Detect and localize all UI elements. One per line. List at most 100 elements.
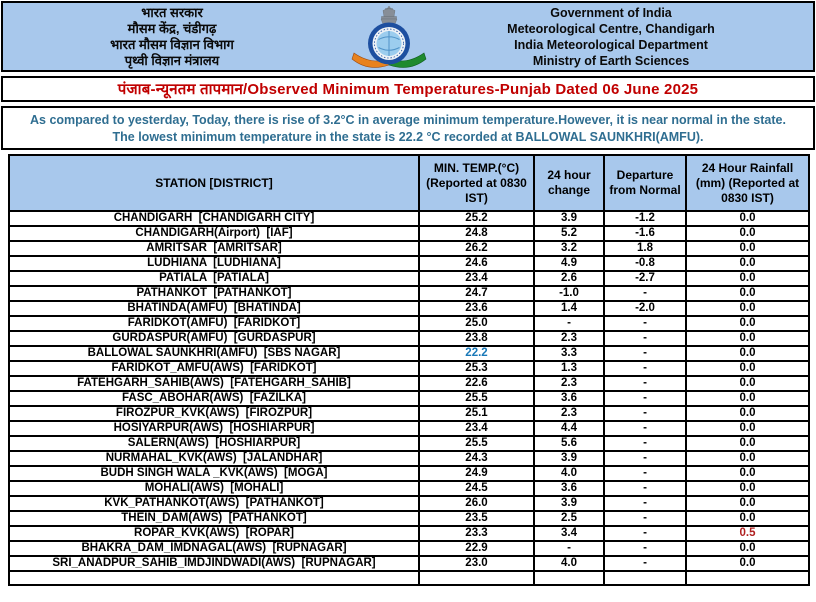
rainfall-cell: 0.0	[685, 435, 810, 452]
table-row: AMRITSAR [AMRITSAR] 26.2 3.2 1.8 0.0	[8, 240, 810, 257]
min-temp-cell: 23.4	[418, 270, 535, 287]
change-24h-cell: 2.3	[533, 375, 605, 392]
departure-cell: -	[603, 330, 687, 347]
departure-cell: -	[603, 555, 687, 572]
observations-table: STATION [DISTRICT] MIN. TEMP.(°C) (Repor…	[8, 154, 810, 586]
rainfall-cell: 0.0	[685, 300, 810, 317]
min-temp-cell: 26.0	[418, 495, 535, 512]
departure-cell: 1.8	[603, 240, 687, 257]
rainfall-cell: 0.5	[685, 525, 810, 542]
change-24h-cell: 2.6	[533, 270, 605, 287]
station-cell: SRI_ANADPUR_SAHIB_IMDJINDWADI(AWS) [RUPN…	[8, 555, 420, 572]
departure-cell: -1.6	[603, 225, 687, 242]
rainfall-cell: 0.0	[685, 480, 810, 497]
table-row: LUDHIANA [LUDHIANA] 24.6 4.9 -0.8 0.0	[8, 255, 810, 272]
station-cell: HOSIYARPUR(AWS) [HOSHIARPUR]	[8, 420, 420, 437]
departure-cell: -	[603, 480, 687, 497]
change-24h-cell: 4.4	[533, 420, 605, 437]
rainfall-cell: 0.0	[685, 315, 810, 332]
station-cell: FIROZPUR_KVK(AWS) [FIROZPUR]	[8, 405, 420, 422]
min-temp-cell: 25.5	[418, 390, 535, 407]
table-row: HOSIYARPUR(AWS) [HOSHIARPUR] 23.4 4.4-0.0	[8, 420, 810, 437]
change-24h-cell: 3.2	[533, 240, 605, 257]
min-temp-cell: 23.5	[418, 510, 535, 527]
table-row: FATEHGARH_SAHIB(AWS) [FATEHGARH_SAHIB] 22…	[8, 375, 810, 392]
header-english-line: Ministry of Earth Sciences	[532, 53, 690, 68]
min-temp-cell: 24.3	[418, 450, 535, 467]
rainfall-cell: 0.0	[685, 540, 810, 557]
change-24h-cell: 5.2	[533, 225, 605, 242]
station-cell: THEIN_DAM(AWS) [PATHANKOT]	[8, 510, 420, 527]
header-hindi-line: पृथ्वी विज्ञान मंत्रालय	[124, 52, 220, 68]
report-title-bar: पंजाब-न्यूनतम तापमान/Observed Minimum Te…	[1, 76, 815, 102]
min-temp-cell: 24.7	[418, 285, 535, 302]
departure-cell: -	[603, 465, 687, 482]
min-temp-cell: 23.4	[418, 420, 535, 437]
min-temp-cell: 25.1	[418, 405, 535, 422]
change-24h-cell: -	[533, 315, 605, 332]
rainfall-cell: 0.0	[685, 330, 810, 347]
station-cell: BHATINDA(AMFU) [BHATINDA]	[8, 300, 420, 317]
table-row: BUDH SINGH WALA _KVK(AWS) [MOGA] 24.9 4.0-…	[8, 465, 810, 482]
table-row: GURDASPUR(AMFU) [GURDASPUR] 23.8 2.3-0.0	[8, 330, 810, 347]
change-24h-cell: 3.6	[533, 390, 605, 407]
departure-cell: -	[603, 285, 687, 302]
table-row: FASC_ABOHAR(AWS) [FAZILKA] 25.5 3.6-0.0	[8, 390, 810, 407]
station-cell: SALERN(AWS) [HOSHIARPUR]	[8, 435, 420, 452]
summary-note-line2: The lowest minimum temperature in the st…	[112, 130, 704, 144]
partial-bottom-row	[8, 570, 810, 586]
rainfall-cell: 0.0	[685, 555, 810, 572]
station-cell: MOHALI(AWS) [MOHALI]	[8, 480, 420, 497]
change-24h-cell: -	[533, 540, 605, 557]
change-24h-cell: 2.5	[533, 510, 605, 527]
table-header: STATION [DISTRICT] MIN. TEMP.(°C) (Repor…	[8, 154, 810, 212]
report-title: पंजाब-न्यूनतम तापमान/Observed Minimum Te…	[117, 81, 699, 98]
table-row: NURMAHAL_KVK(AWS) [JALANDHAR] 24.3 3.9-0.0	[8, 450, 810, 467]
departure-cell: -1.2	[603, 210, 687, 227]
min-temp-cell: 25.5	[418, 435, 535, 452]
table-row: KVK_PATHANKOT(AWS) [PATHANKOT] 26.0 3.9-0.…	[8, 495, 810, 512]
rainfall-cell: 0.0	[685, 510, 810, 527]
change-24h-cell: 1.4	[533, 300, 605, 317]
header-english-line: Government of India	[550, 5, 672, 20]
header-english-block: Government of India Meteorological Centr…	[437, 5, 813, 69]
departure-cell: -2.0	[603, 300, 687, 317]
change-24h-cell: 4.9	[533, 255, 605, 272]
min-temp-cell: 25.2	[418, 210, 535, 227]
column-header-station: STATION [DISTRICT]	[8, 154, 420, 212]
header-english-line: India Meteorological Department	[514, 37, 708, 52]
departure-cell: -	[603, 540, 687, 557]
rainfall-cell: 0.0	[685, 375, 810, 392]
min-temp-cell: 22.9	[418, 540, 535, 557]
table-row: FARIDKOT(AMFU) [FARIDKOT] 25.0- -0.0	[8, 315, 810, 332]
station-cell: PATIALA [PATIALA]	[8, 270, 420, 287]
station-cell: FATEHGARH_SAHIB(AWS) [FATEHGARH_SAHIB]	[8, 375, 420, 392]
table-clip-row-body	[8, 570, 810, 586]
rainfall-cell: 0.0	[685, 360, 810, 377]
table-row: CHANDIGARH [CHANDIGARH CITY] 25.2 3.9 -1.2 0…	[8, 210, 810, 227]
station-cell: BUDH SINGH WALA _KVK(AWS) [MOGA]	[8, 465, 420, 482]
header-band: भारत सरकार मौसम केंद्र, चंडीगढ़ भारत मौस…	[1, 1, 815, 72]
rainfall-cell: 0.0	[685, 495, 810, 512]
min-temp-cell: 25.3	[418, 360, 535, 377]
table-row: PATHANKOT [PATHANKOT] 24.7 -1.0-0.0	[8, 285, 810, 302]
rainfall-cell: 0.0	[685, 345, 810, 362]
change-24h-cell: 3.4	[533, 525, 605, 542]
rainfall-cell: 0.0	[685, 240, 810, 257]
departure-cell: -	[603, 525, 687, 542]
imd-emblem-icon	[351, 5, 427, 68]
station-cell: NURMAHAL_KVK(AWS) [JALANDHAR]	[8, 450, 420, 467]
summary-note-line1: As compared to yesterday, Today, there i…	[30, 113, 786, 127]
rainfall-cell: 0.0	[685, 405, 810, 422]
change-24h-cell: -1.0	[533, 285, 605, 302]
station-cell: AMRITSAR [AMRITSAR]	[8, 240, 420, 257]
rainfall-cell: 0.0	[685, 285, 810, 302]
change-24h-cell: 4.0	[533, 555, 605, 572]
summary-note-box: As compared to yesterday, Today, there i…	[1, 106, 815, 150]
change-24h-cell: 4.0	[533, 465, 605, 482]
header-hindi-block: भारत सरकार मौसम केंद्र, चंडीगढ़ भारत मौस…	[3, 5, 341, 69]
change-24h-cell: 2.3	[533, 330, 605, 347]
station-cell: KVK_PATHANKOT(AWS) [PATHANKOT]	[8, 495, 420, 512]
station-cell: BALLOWAL SAUNKHRI(AMFU) [SBS NAGAR]	[8, 345, 420, 362]
station-cell: CHANDIGARH(Airport) [IAF]	[8, 225, 420, 242]
